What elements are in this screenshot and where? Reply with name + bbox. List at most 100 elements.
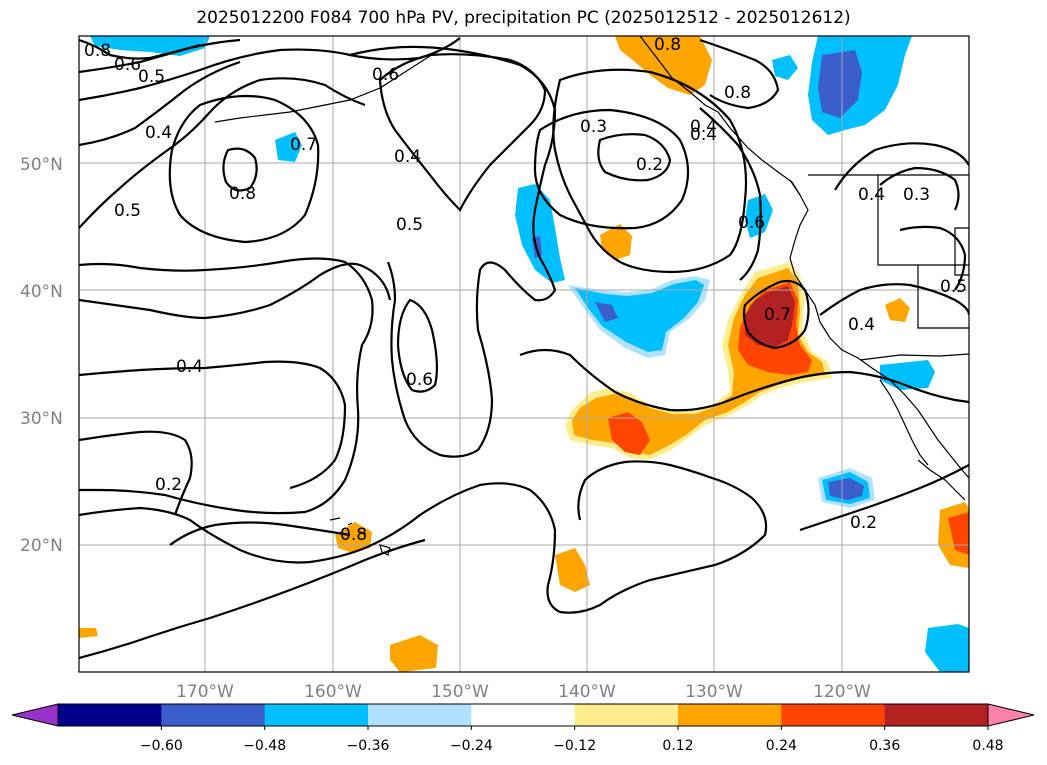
contour-label: 0.4 <box>690 125 717 145</box>
colorbar-ticks: −0.60 −0.48 −0.36 −0.24 −0.12 0.12 0.24 0.36 0.4… <box>140 726 1004 754</box>
contour-0.3-ne <box>879 166 960 211</box>
colorbar-segment <box>58 704 162 726</box>
contour-label: 0.4 <box>848 315 875 335</box>
colorbar-segment <box>574 704 679 726</box>
coastline-baja <box>879 379 929 466</box>
contour-0.3-hook <box>169 521 351 546</box>
contour-label: 0.2 <box>850 513 877 533</box>
contour-label: 0.6 <box>738 213 765 233</box>
contour-label: 0.4 <box>690 117 717 137</box>
colorbar-segment <box>161 704 266 726</box>
contour-label: 0.3 <box>580 117 607 137</box>
map-frame <box>78 35 970 673</box>
contour-label: 0.7 <box>764 305 791 325</box>
coastline-alaska <box>639 36 801 196</box>
contour-0.7-coast <box>742 279 810 350</box>
contour-0.2-south <box>79 460 768 614</box>
precip-region-small-a <box>600 224 632 260</box>
precip-region-se-edge-red <box>948 512 969 555</box>
colorbar: −0.60 −0.48 −0.36 −0.24 −0.12 0.12 0.24 0.36 0.4… <box>11 703 1035 754</box>
contour-0.6-large <box>79 257 374 515</box>
colorbar-tick-label: −0.36 <box>347 738 390 754</box>
precip-region-small-f <box>275 132 302 162</box>
contour-0.2-closed <box>597 133 672 182</box>
contour-0.4-ne <box>834 142 969 191</box>
contour-labels: 0.8 0.6 0.5 0.4 0.7 0.6 0.8 0.8 0.5 0.4 … <box>84 35 967 545</box>
contour-0.5-mid <box>378 53 547 212</box>
coastline-california <box>819 321 969 479</box>
precip-region-small-e <box>885 298 910 322</box>
colorbar-outline <box>57 703 989 727</box>
contour-0.8-closed <box>222 147 258 192</box>
precip-region-small-c <box>390 635 438 672</box>
contour-0.2-far-south <box>79 538 426 660</box>
colorbar-segment <box>264 704 369 726</box>
border-states-a <box>877 175 969 266</box>
contour-label: 0.6 <box>114 55 141 75</box>
colorbar-tick-label: 0.24 <box>766 738 797 754</box>
contour-label: 0.5 <box>940 277 967 297</box>
precip-region-ne-core <box>818 50 862 118</box>
lat-label: 20°N <box>20 536 63 556</box>
colorbar-tick-label: 0.48 <box>972 738 1003 754</box>
contour-label: 0.4 <box>145 123 172 143</box>
longitude-labels: 170°W 160°W 150°W 140°W 130°W 120°W <box>176 682 871 702</box>
contour-label: 0.4 <box>858 185 885 205</box>
contour-label: 0.8 <box>84 41 111 61</box>
contour-label: 0.8 <box>724 83 751 103</box>
contour-0.4-se <box>819 283 969 316</box>
contour-label: 0.3 <box>903 185 930 205</box>
contour-0.4-nw <box>79 60 241 147</box>
contour-label: 0.5 <box>138 67 165 87</box>
contour-label: 0.4 <box>176 357 203 377</box>
lon-label: 140°W <box>558 682 616 702</box>
pv-contours <box>79 37 969 660</box>
coastline-bc <box>789 179 821 323</box>
contour-label: 0.5 <box>114 201 141 221</box>
precip-region-ar-west-red <box>608 412 650 455</box>
contour-label: 0.2 <box>636 155 663 175</box>
contour-0.5-east <box>899 225 967 291</box>
colorbar-tick-label: 0.36 <box>869 738 900 754</box>
colorbar-segments <box>11 703 1035 727</box>
contour-label: 0.2 <box>155 475 182 495</box>
precip-region-mid-band-core <box>575 280 704 352</box>
contour-label: 0.8 <box>654 35 681 55</box>
colorbar-extension-low <box>11 703 59 727</box>
lon-label: 160°W <box>304 682 362 702</box>
coastlines <box>214 36 969 556</box>
colorbar-extension-high <box>987 703 1035 727</box>
precip-region-baja <box>880 360 935 390</box>
contour-0.4-large <box>552 68 748 274</box>
contour-0.6-closed-mid <box>396 298 439 393</box>
contour-label: 0.8 <box>340 525 367 545</box>
border-us-mexico <box>859 353 969 361</box>
contour-0.4-west <box>79 360 347 490</box>
contour-label: 0.6 <box>372 65 399 85</box>
precip-region-west-edge <box>79 628 98 638</box>
lat-label: 40°N <box>20 282 63 302</box>
precip-negative-regions <box>90 36 969 672</box>
lon-label: 170°W <box>176 682 234 702</box>
precip-region-subtropical-dark <box>828 478 864 500</box>
precip-positive-regions <box>79 36 969 672</box>
precip-region-ne-small <box>772 55 798 80</box>
lat-label: 50°N <box>20 155 63 175</box>
precip-region-ar-dark <box>745 286 795 347</box>
lon-label: 120°W <box>813 682 871 702</box>
map-plot-area: 0.8 0.6 0.5 0.4 0.7 0.6 0.8 0.8 0.5 0.4 … <box>79 35 969 672</box>
contour-label: 0.7 <box>290 135 317 155</box>
colorbar-segment <box>678 704 782 726</box>
precip-region-mid-band-dark <box>595 302 618 322</box>
contour-label: 0.6 <box>406 370 433 390</box>
precip-region-vertical <box>515 184 565 283</box>
colorbar-tick-label: −0.24 <box>450 738 493 754</box>
colorbar-tick-label: −0.60 <box>140 738 183 754</box>
colorbar-segment <box>781 704 886 726</box>
precip-region-se-corner <box>925 624 969 672</box>
contour-0.8-gulf <box>699 38 780 110</box>
contour-0.3-closed <box>533 108 690 230</box>
contour-0.5-west <box>79 77 366 229</box>
contour-0.2-southeast <box>799 464 969 532</box>
